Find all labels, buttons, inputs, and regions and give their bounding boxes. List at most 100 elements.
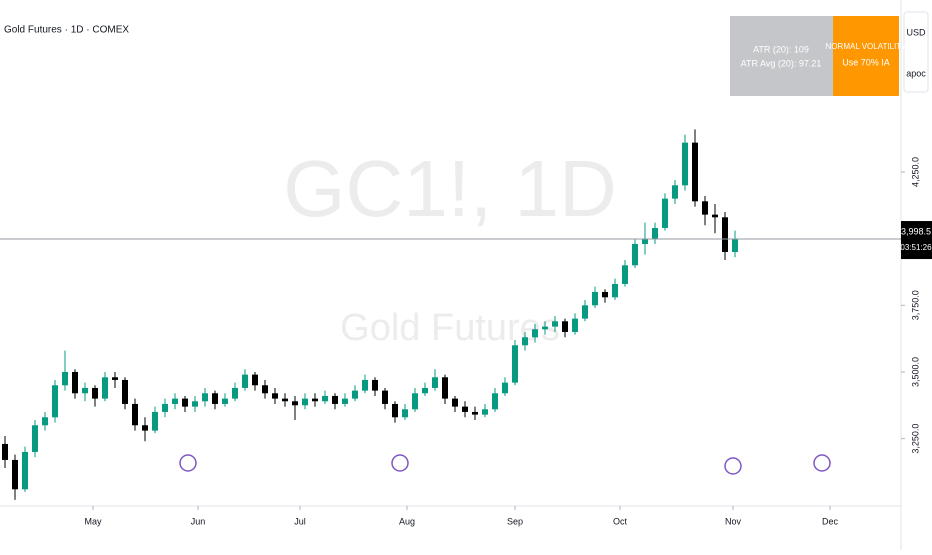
candle-body [502,382,508,394]
candle-body [642,238,648,244]
candle-body [312,398,318,402]
candle-body [462,406,468,412]
candle-body [352,390,358,399]
candle-body [2,443,8,460]
candle-body [142,425,148,431]
candle-body [662,198,668,228]
last-price-tag [901,221,932,260]
indicator-panel [730,16,833,96]
candle-body [532,329,538,338]
candle-body [252,374,258,386]
events [179,454,831,475]
candle-body [72,371,78,394]
candle-body [562,321,568,332]
candle-body [282,398,288,402]
candle-body [42,417,48,426]
candle-body [172,398,178,404]
candle-body [712,214,718,218]
candle-body [32,425,38,452]
event-icon[interactable] [724,457,742,475]
candle-body [272,393,278,399]
candle-body [192,401,198,407]
candle-body [182,398,188,407]
x-tick-label: May [84,516,102,526]
candle-body [232,387,238,399]
candle-body [692,142,698,202]
candle-body [402,409,408,418]
candle-body [442,377,448,399]
candle-body [122,379,128,404]
x-tick-label: Sep [507,516,523,526]
y-tick-label: 3,750.0 [910,290,920,320]
candle-body [612,283,618,298]
candle-body [212,393,218,404]
x-tick-label: Jul [294,516,306,526]
candle-body [622,265,628,284]
candle-body [22,451,28,490]
candle-body [542,326,548,330]
candle-body [242,374,248,388]
candle-body [602,291,608,298]
x-tick-label: Jun [191,516,206,526]
candle-body [702,201,708,215]
candle-body [222,398,228,404]
candle-body [482,409,488,415]
x-tick-label: Nov [725,516,742,526]
candle-body [302,398,308,406]
candle-body [132,403,138,426]
y-tick-label: 3,250.0 [910,424,920,454]
candle-body [92,387,98,399]
candle-body [332,395,338,404]
x-tick-label: Dec [822,516,839,526]
candle-body [432,377,438,388]
candle-body [512,345,518,383]
event-icon[interactable] [813,454,831,472]
candle-body [362,379,368,391]
atr-label: ATR (20): 109 [753,44,809,54]
candle-body [342,398,348,404]
candle-body [732,239,738,252]
candle-body [322,395,328,402]
candle-body [552,321,558,327]
volatility-advice: Use 70% IA [842,57,890,67]
event-icon[interactable] [391,454,409,472]
candle-body [392,403,398,418]
candle-body [62,371,68,386]
candle-body [422,387,428,394]
candle-body [682,142,688,186]
candle-body [102,377,108,399]
candle-body [52,385,58,418]
candle-body [722,217,728,252]
candle-body [412,393,418,410]
candle-body [202,393,208,402]
countdown-label: 03:51:26 [900,243,932,252]
candle-body [162,403,168,412]
candle-body [262,385,268,394]
candle-body [112,377,118,380]
currency[interactable]: USD [906,27,926,37]
event-icon[interactable] [179,454,197,472]
atr-avg-label: ATR Avg (20): 97.21 [741,58,822,68]
volatility-state: NORMAL VOLATILITY [826,42,908,51]
y-tick-label: 4,250.0 [910,157,920,187]
indicator-state-panel [833,16,899,96]
candle-body [492,393,498,410]
candle-body [522,337,528,346]
chart-title: Gold Futures · 1D · COMEX [4,25,129,36]
candle-body [472,411,478,415]
candle-body [382,390,388,404]
axis-controls[interactable] [903,11,929,93]
y-tick-label: 3,500.0 [910,357,920,387]
candle-body [632,243,638,266]
indicator-box: ATR (20): 109 ATR Avg (20): 97.21 NORMAL… [730,16,907,96]
x-tick-label: Aug [399,516,415,526]
candle-body [292,401,298,406]
axis-mode[interactable]: apoc [906,68,926,78]
last-price-label: 3,998.5 [901,226,931,236]
candle-body [152,411,158,431]
candle-body [582,305,588,319]
candle-body [572,318,578,332]
candle-body [592,291,598,306]
candle-body [652,227,658,239]
